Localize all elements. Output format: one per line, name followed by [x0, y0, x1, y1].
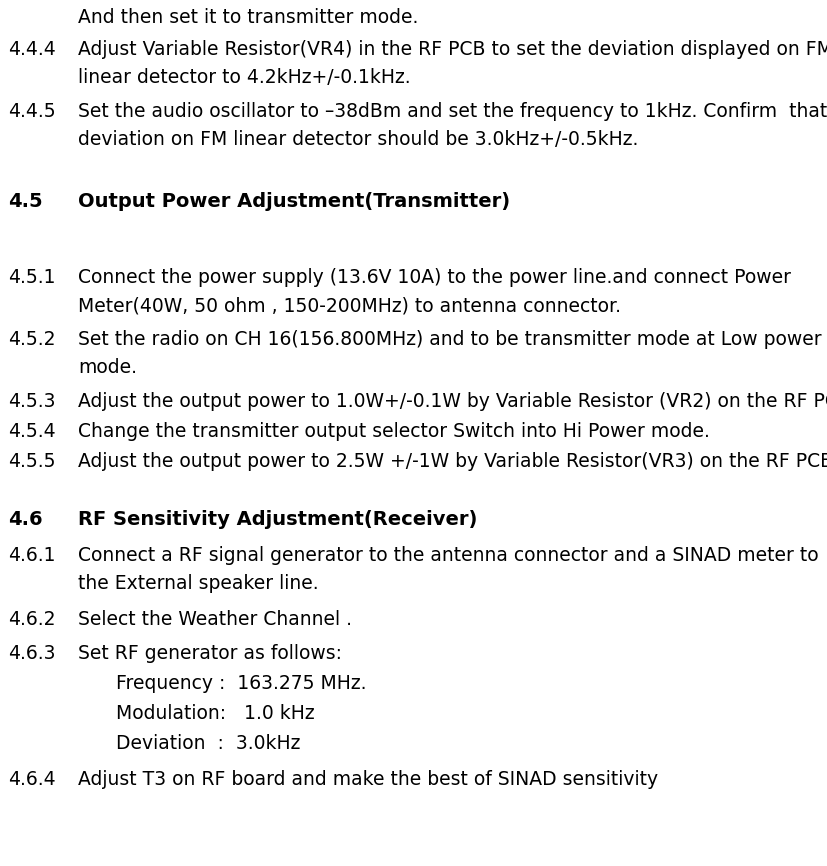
Text: Output Power Adjustment(Transmitter): Output Power Adjustment(Transmitter)	[78, 192, 510, 211]
Text: 4.6.3: 4.6.3	[8, 644, 55, 663]
Text: 4.4.5: 4.4.5	[8, 102, 55, 121]
Text: the External speaker line.: the External speaker line.	[78, 574, 318, 593]
Text: Adjust T3 on RF board and make the best of SINAD sensitivity: Adjust T3 on RF board and make the best …	[78, 770, 658, 789]
Text: Set the audio oscillator to –38dBm and set the frequency to 1kHz. Confirm  that : Set the audio oscillator to –38dBm and s…	[78, 102, 827, 121]
Text: Set the radio on CH 16(156.800MHz) and to be transmitter mode at Low power: Set the radio on CH 16(156.800MHz) and t…	[78, 330, 822, 349]
Text: 4.5: 4.5	[8, 192, 43, 211]
Text: 4.5.4: 4.5.4	[8, 422, 55, 441]
Text: Connect the power supply (13.6V 10A) to the power line.and connect Power: Connect the power supply (13.6V 10A) to …	[78, 268, 791, 287]
Text: And then set it to transmitter mode.: And then set it to transmitter mode.	[78, 8, 418, 27]
Text: Adjust Variable Resistor(VR4) in the RF PCB to set the deviation displayed on FM: Adjust Variable Resistor(VR4) in the RF …	[78, 40, 827, 59]
Text: Change the transmitter output selector Switch into Hi Power mode.: Change the transmitter output selector S…	[78, 422, 710, 441]
Text: Select the Weather Channel .: Select the Weather Channel .	[78, 610, 352, 629]
Text: 4.6.1: 4.6.1	[8, 546, 55, 565]
Text: Adjust the output power to 2.5W +/-1W by Variable Resistor(VR3) on the RF PCB.: Adjust the output power to 2.5W +/-1W by…	[78, 452, 827, 471]
Text: RF Sensitivity Adjustment(Receiver): RF Sensitivity Adjustment(Receiver)	[78, 510, 477, 529]
Text: Meter(40W, 50 ohm , 150-200MHz) to antenna connector.: Meter(40W, 50 ohm , 150-200MHz) to anten…	[78, 296, 621, 315]
Text: deviation on FM linear detector should be 3.0kHz+/-0.5kHz.: deviation on FM linear detector should b…	[78, 130, 638, 149]
Text: 4.5.3: 4.5.3	[8, 392, 55, 411]
Text: 4.5.1: 4.5.1	[8, 268, 55, 287]
Text: Adjust the output power to 1.0W+/-0.1W by Variable Resistor (VR2) on the RF PCB.: Adjust the output power to 1.0W+/-0.1W b…	[78, 392, 827, 411]
Text: 4.6: 4.6	[8, 510, 43, 529]
Text: Modulation:   1.0 kHz: Modulation: 1.0 kHz	[116, 704, 314, 723]
Text: 4.6.2: 4.6.2	[8, 610, 55, 629]
Text: 4.5.2: 4.5.2	[8, 330, 55, 349]
Text: Set RF generator as follows:: Set RF generator as follows:	[78, 644, 342, 663]
Text: linear detector to 4.2kHz+/-0.1kHz.: linear detector to 4.2kHz+/-0.1kHz.	[78, 68, 411, 87]
Text: 4.6.4: 4.6.4	[8, 770, 55, 789]
Text: Connect a RF signal generator to the antenna connector and a SINAD meter to: Connect a RF signal generator to the ant…	[78, 546, 819, 565]
Text: 4.5.5: 4.5.5	[8, 452, 55, 471]
Text: 4.4.4: 4.4.4	[8, 40, 55, 59]
Text: Deviation  :  3.0kHz: Deviation : 3.0kHz	[116, 734, 300, 753]
Text: Frequency :  163.275 MHz.: Frequency : 163.275 MHz.	[116, 674, 366, 693]
Text: mode.: mode.	[78, 358, 137, 377]
